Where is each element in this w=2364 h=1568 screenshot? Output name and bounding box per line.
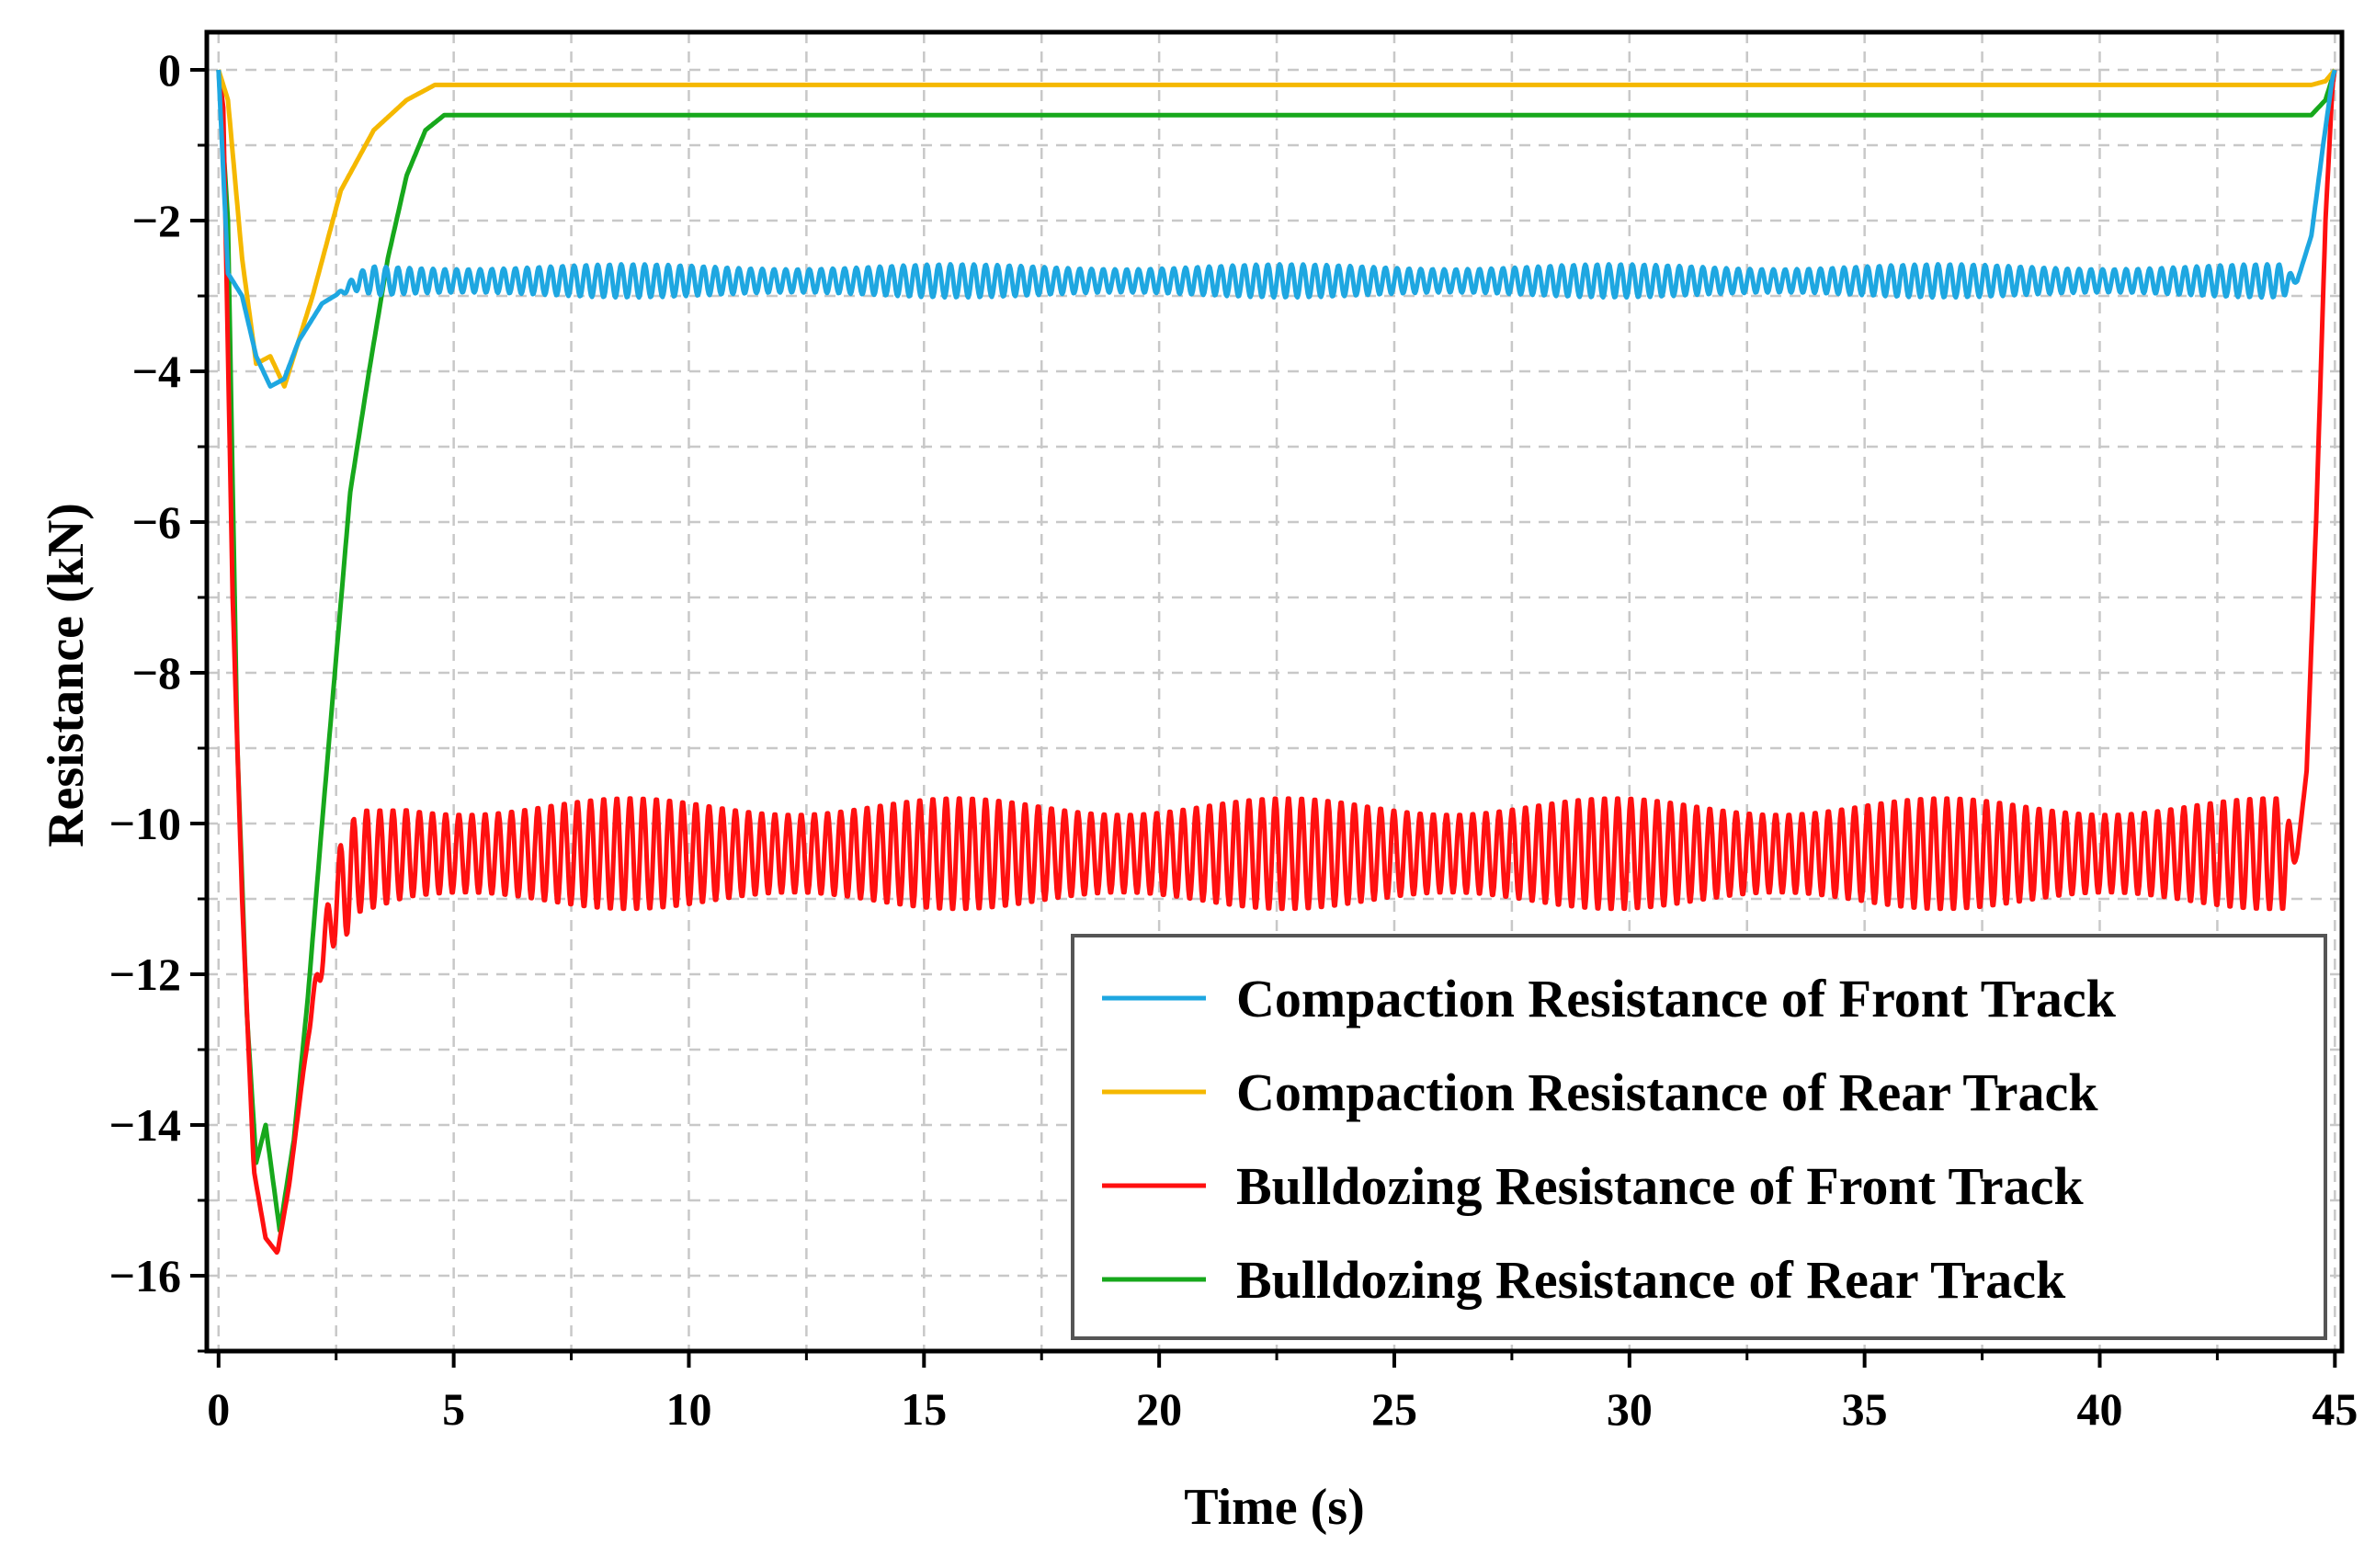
- legend-box: [1071, 934, 2327, 1340]
- x-tick-label: 15: [901, 1383, 947, 1435]
- y-tick-label: −14: [109, 1099, 182, 1151]
- plot-frame: [204, 29, 2345, 1354]
- series-line-3: [216, 69, 2337, 1256]
- legend-label-2: Compaction Resistance of Rear Track: [1236, 1062, 2098, 1122]
- y-tick-label: −2: [132, 195, 182, 246]
- x-axis-title: Time (s): [1184, 1479, 1365, 1536]
- legend-label-3: Bulldozing Resistance of Front Track: [1236, 1156, 2084, 1216]
- grid: [207, 32, 2342, 1353]
- y-tick-label: −4: [132, 346, 182, 397]
- series-line-2: [216, 68, 2337, 389]
- y-tick-label: −8: [132, 647, 182, 699]
- x-tick-label: 20: [1136, 1383, 1182, 1435]
- legend: Compaction Resistance of Front Track Comp…: [1071, 934, 2327, 1340]
- y-tick-label: −10: [109, 798, 182, 849]
- x-tick-label: 10: [665, 1383, 711, 1435]
- x-tick-label: 25: [1371, 1383, 1417, 1435]
- series-lines: [216, 68, 2337, 1256]
- axis-ticks: 0 5 10 15 20 25 30 35 40 45 0 −2 −4 −6 −8 −10 −12 −14 −16: [109, 44, 2358, 1435]
- x-tick-label: 0: [207, 1383, 230, 1435]
- legend-label-1: Compaction Resistance of Front Track: [1236, 969, 2117, 1028]
- series-line-4: [216, 69, 2337, 1233]
- x-tick-label: 45: [2312, 1383, 2358, 1435]
- x-tick-label: 5: [442, 1383, 465, 1435]
- y-axis-title: Resistance (kN): [38, 503, 95, 847]
- series-line-1: [216, 69, 2337, 389]
- y-tick-label: −6: [132, 496, 182, 548]
- y-tick-label: −16: [109, 1250, 182, 1301]
- x-tick-label: 40: [2076, 1383, 2122, 1435]
- y-tick-label: 0: [158, 44, 181, 96]
- legend-label-4: Bulldozing Resistance of Rear Track: [1236, 1250, 2066, 1310]
- x-tick-label: 35: [1842, 1383, 1888, 1435]
- x-tick-label: 30: [1607, 1383, 1653, 1435]
- y-tick-label: −12: [109, 949, 182, 1000]
